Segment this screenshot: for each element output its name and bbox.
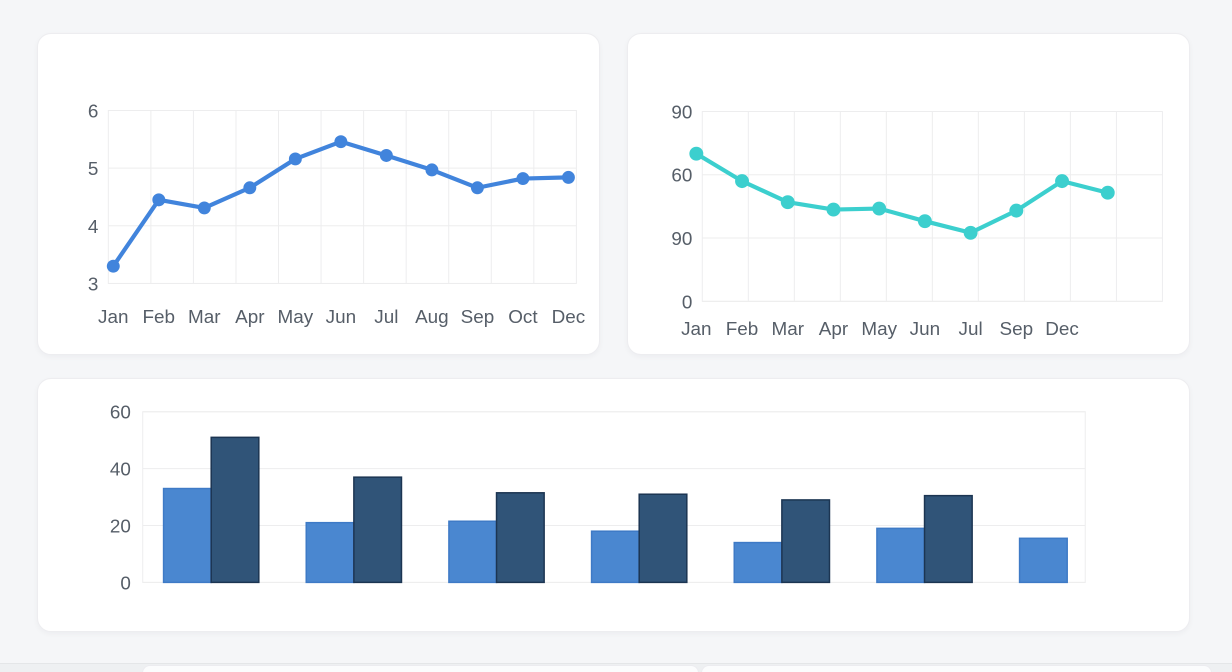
data-point-marker <box>516 172 530 185</box>
x-tick-label: Aug <box>415 307 449 328</box>
data-point-marker <box>288 152 302 166</box>
x-tick-label: Apr <box>819 319 848 340</box>
bar-dark-navy-series <box>781 499 831 584</box>
x-tick-label: May <box>278 307 314 328</box>
bar-dark-navy-series <box>495 492 545 584</box>
data-point-marker <box>379 149 393 162</box>
data-point-marker <box>735 174 749 189</box>
blue-line-chart: 6 5 4 3 Jan Feb Mar Apr May Jun Jul Aug Sep Oct Dec <box>88 101 586 328</box>
data-point-marker <box>1055 174 1069 189</box>
x-tick-label: Feb <box>143 307 176 328</box>
bar-light-blue-series <box>733 541 783 584</box>
bar-dark-navy-series <box>210 436 260 584</box>
data-point-marker <box>106 259 120 273</box>
x-tick-label: Jan <box>98 307 128 328</box>
x-tick-label: Dec <box>552 307 586 328</box>
bar-dark-navy-series <box>638 493 688 584</box>
y-tick-label: 5 <box>88 159 99 180</box>
data-point-marker <box>425 163 439 177</box>
y-tick-label: 0 <box>120 572 130 593</box>
line-series <box>694 151 1110 235</box>
bottom-window-tab-left <box>142 665 699 672</box>
bar-light-blue-series <box>162 487 212 584</box>
bar-light-blue-series <box>876 527 926 584</box>
line-series <box>111 139 571 269</box>
data-point-marker <box>243 181 257 195</box>
x-tick-label: Sep <box>461 307 495 328</box>
data-point-marker <box>1009 203 1024 218</box>
x-tick-label: Oct <box>508 307 538 328</box>
x-tick-label: Mar <box>771 319 804 340</box>
y-tick-label: 4 <box>88 217 99 238</box>
bar-light-blue-series <box>1018 537 1068 584</box>
y-tick-label: 20 <box>110 515 131 536</box>
x-tick-label: Mar <box>188 307 221 328</box>
y-tick-label: 60 <box>671 166 692 187</box>
data-point-marker <box>917 214 932 229</box>
bar-dark-navy-series <box>923 494 973 584</box>
x-tick-label: Jul <box>959 319 983 340</box>
grouped-bar-chart: 60 40 20 0 <box>110 402 1086 593</box>
x-tick-label: Jan <box>681 319 711 340</box>
bottom-window-edge <box>0 663 1232 672</box>
blue-line-chart-card: 6 5 4 3 Jan Feb Mar Apr May Jun Jul Aug Sep Oct Dec <box>37 33 600 355</box>
x-tick-label: Apr <box>235 307 264 328</box>
x-tick-label: Sep <box>1000 319 1034 340</box>
x-tick-label: Jun <box>910 319 940 340</box>
bar-light-blue-series <box>305 521 355 584</box>
data-point-marker <box>197 201 211 215</box>
data-point-marker <box>689 146 704 161</box>
data-point-marker <box>872 201 887 216</box>
bottom-window-tab-right <box>701 665 1212 672</box>
x-tick-label: May <box>861 319 897 340</box>
y-tick-label: 60 <box>110 402 131 423</box>
x-tick-label: Jun <box>326 307 356 328</box>
data-point-marker <box>780 195 795 210</box>
y-tick-label: 90 <box>671 102 692 123</box>
y-tick-label: 6 <box>88 101 99 122</box>
y-tick-label: 90 <box>671 229 692 250</box>
y-tick-label: 40 <box>110 459 131 480</box>
grouped-bar-chart-card: 60 40 20 0 <box>37 378 1190 632</box>
bar-light-blue-series <box>448 520 498 584</box>
data-point-marker <box>470 181 484 195</box>
teal-line-chart-card: 90 60 90 0 Jan Feb Mar Apr May Jun Jul Sep Dec <box>627 33 1190 355</box>
x-tick-label: Jul <box>374 307 398 328</box>
teal-line-chart: 90 60 90 0 Jan Feb Mar Apr May Jun Jul Sep Dec <box>671 102 1163 340</box>
x-tick-label: Dec <box>1045 319 1079 340</box>
data-point-marker <box>826 202 841 217</box>
data-point-marker <box>561 170 575 184</box>
data-point-marker <box>334 135 348 149</box>
data-point-marker <box>152 193 166 207</box>
x-tick-label: Feb <box>726 319 759 340</box>
bar-light-blue-series <box>590 530 640 584</box>
bar-dark-navy-series <box>353 476 403 584</box>
data-point-marker <box>963 225 978 240</box>
y-tick-label: 0 <box>682 292 693 313</box>
y-tick-label: 3 <box>88 274 99 295</box>
data-point-marker <box>1100 185 1115 200</box>
